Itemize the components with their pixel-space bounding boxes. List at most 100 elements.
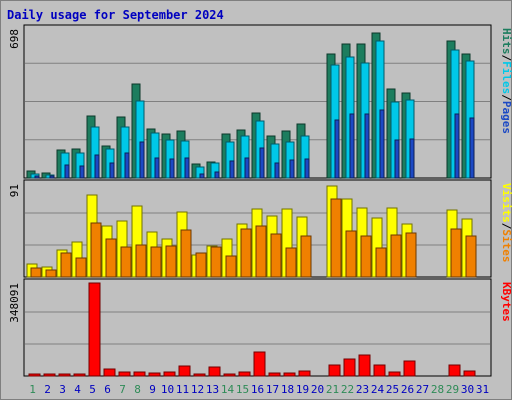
bar-kbytes-3 — [58, 373, 71, 377]
y-tick-kbytes: 348091 — [8, 283, 21, 323]
x-tick-15: 15 — [236, 383, 249, 396]
x-tick-22: 22 — [341, 383, 354, 396]
bar-sites-14 — [225, 255, 237, 278]
side-label-kbytes: KBytes — [500, 282, 512, 322]
x-tick-26: 26 — [401, 383, 414, 396]
bar-pages-18 — [289, 159, 295, 179]
x-tick-18: 18 — [281, 383, 294, 396]
side-label-hits: Hits — [500, 28, 512, 55]
chart-title: Daily usage for September 2024 — [7, 8, 224, 22]
bar-sites-25 — [390, 234, 402, 278]
side-label-hits-files-pages: Hits/Files/Pages — [500, 28, 512, 134]
bar-kbytes-12 — [193, 373, 206, 377]
bar-pages-17 — [274, 162, 280, 179]
bar-pages-22 — [349, 113, 355, 179]
bar-kbytes-29 — [448, 364, 461, 377]
bar-pages-30 — [469, 117, 475, 179]
bar-sites-3 — [60, 252, 72, 278]
x-tick-8: 8 — [134, 383, 141, 396]
y-tick-labels: 698 91 348091 — [8, 29, 21, 323]
bar-pages-2 — [49, 175, 55, 179]
x-tick-1: 1 — [29, 383, 36, 396]
bar-pages-29 — [454, 113, 460, 179]
x-tick-7: 7 — [119, 383, 126, 396]
bar-sites-12 — [195, 252, 207, 278]
bar-kbytes-21 — [328, 364, 341, 377]
bar-sites-1 — [30, 267, 42, 278]
bar-pages-16 — [259, 147, 265, 179]
x-tick-9: 9 — [149, 383, 156, 396]
bar-kbytes-14 — [223, 373, 236, 377]
x-tick-20: 20 — [311, 383, 324, 396]
x-tick-labels: 1 2 3 4 5 6 7 8 9 10 11 12 13 14 15 16 17 18 19 20 21 22 23 24 2… — [29, 383, 489, 396]
x-tick-14: 14 — [221, 383, 235, 396]
bar-kbytes-5 — [88, 282, 101, 377]
bar-pages-11 — [184, 157, 190, 179]
bar-pages-12 — [199, 173, 205, 179]
x-tick-28: 28 — [431, 383, 444, 396]
bar-kbytes-8 — [133, 371, 146, 377]
x-tick-24: 24 — [371, 383, 385, 396]
bar-sites-26 — [405, 232, 417, 278]
x-tick-17: 17 — [266, 383, 279, 396]
bar-sites-16 — [255, 225, 267, 278]
bar-kbytes-24 — [373, 364, 386, 377]
bar-kbytes-2 — [43, 373, 56, 377]
bar-kbytes-22 — [343, 358, 356, 377]
y-tick-hits-files-pages: 698 — [8, 29, 21, 49]
x-tick-6: 6 — [104, 383, 111, 396]
bar-kbytes-4 — [73, 373, 86, 377]
bar-pages-21 — [334, 119, 340, 179]
x-tick-3: 3 — [59, 383, 66, 396]
bar-pages-23 — [364, 113, 370, 179]
x-tick-31: 31 — [476, 383, 489, 396]
x-tick-12: 12 — [191, 383, 204, 396]
bar-kbytes-6 — [103, 368, 116, 377]
bar-pages-15 — [244, 157, 250, 179]
bar-pages-8 — [139, 141, 145, 179]
bar-pages-3 — [64, 164, 70, 179]
bar-sites-4 — [75, 257, 87, 278]
x-tick-21: 21 — [326, 383, 339, 396]
x-tick-11: 11 — [176, 383, 189, 396]
bar-pages-7 — [124, 152, 130, 179]
bar-kbytes-7 — [118, 371, 131, 377]
x-tick-13: 13 — [206, 383, 219, 396]
bar-kbytes-25 — [388, 371, 401, 377]
bar-sites-15 — [240, 228, 252, 278]
x-tick-29: 29 — [446, 383, 459, 396]
x-tick-25: 25 — [386, 383, 399, 396]
bar-sites-6 — [105, 238, 117, 278]
side-label-pages: Pages — [500, 101, 512, 134]
side-label-visits: Visits — [500, 183, 512, 223]
bar-kbytes-10 — [163, 371, 176, 377]
bar-kbytes-1 — [28, 373, 41, 377]
x-tick-5: 5 — [89, 383, 96, 396]
x-tick-30: 30 — [461, 383, 474, 396]
bar-sites-8 — [135, 244, 147, 278]
bar-sites-9 — [150, 246, 162, 278]
bar-pages-1 — [34, 175, 40, 179]
bar-kbytes-15 — [238, 371, 251, 377]
bar-kbytes-11 — [178, 365, 191, 377]
bar-kbytes-17 — [268, 372, 281, 377]
bar-kbytes-30 — [463, 370, 476, 377]
side-label-files: Files — [500, 61, 512, 94]
bar-pages-25 — [394, 139, 400, 179]
x-tick-10: 10 — [161, 383, 174, 396]
bar-pages-10 — [169, 158, 175, 179]
chart-bars — [26, 32, 477, 377]
bar-sites-7 — [120, 246, 132, 278]
x-tick-19: 19 — [296, 383, 309, 396]
bar-pages-13 — [214, 171, 220, 179]
bar-pages-5 — [94, 154, 100, 179]
bar-sites-30 — [465, 235, 477, 278]
x-tick-23: 23 — [356, 383, 369, 396]
side-label-sites: Sites — [500, 229, 512, 262]
bar-sites-22 — [345, 230, 357, 278]
bar-kbytes-13 — [208, 366, 221, 377]
side-separator: / — [500, 55, 512, 62]
bar-sites-2 — [45, 269, 57, 278]
bar-pages-9 — [154, 157, 160, 179]
